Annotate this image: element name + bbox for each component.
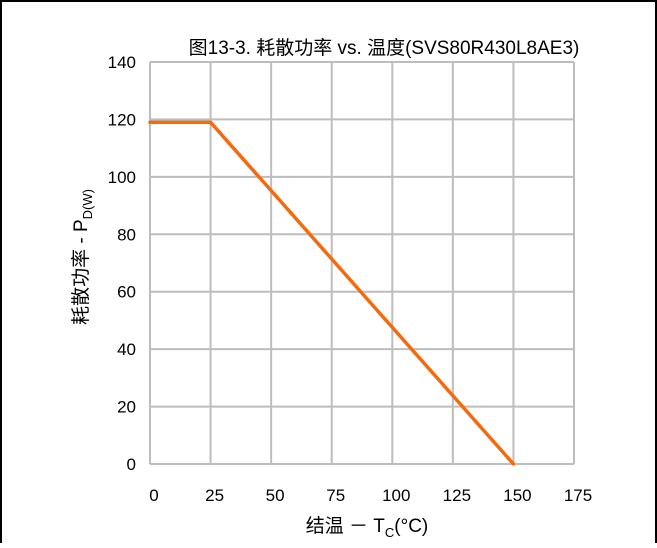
y-axis-label-subscript: D(W) xyxy=(80,189,95,219)
y-tick-label-140: 140 xyxy=(108,53,136,72)
y-tick-label-120: 120 xyxy=(108,110,136,129)
x-tick-label-50: 50 xyxy=(266,486,285,505)
y-tick-label-0: 0 xyxy=(127,455,136,474)
grid xyxy=(149,61,575,465)
x-axis-label: 结温 － TC(°C) xyxy=(306,515,429,540)
chart-title: 图13-3. 耗散功率 vs. 温度(SVS80R430L8AE3) xyxy=(189,37,580,59)
y-axis-label-main: 耗散功率 - P xyxy=(70,219,92,325)
x-tick-label-0: 0 xyxy=(149,486,158,505)
y-tick-label-40: 40 xyxy=(117,340,136,359)
y-tick-label-60: 60 xyxy=(117,283,136,302)
x-axis-label-unit: (°C) xyxy=(394,516,428,537)
x-tick-label-25: 25 xyxy=(205,486,224,505)
series-line-0 xyxy=(148,120,516,466)
y-tick-label-20: 20 xyxy=(117,398,136,417)
y-tick-label-100: 100 xyxy=(108,168,136,187)
y-tick-labels: 0 20 40 60 80 100 120 140 xyxy=(108,53,136,474)
series-group xyxy=(148,120,516,466)
x-axis-label-subscript: C xyxy=(385,525,394,540)
x-tick-label-75: 75 xyxy=(326,486,345,505)
y-axis-label: 耗散功率 - PD(W) xyxy=(70,189,95,325)
y-tick-label-80: 80 xyxy=(117,225,136,244)
x-axis-label-main: 结温 － T xyxy=(306,515,386,537)
x-tick-label-125: 125 xyxy=(443,486,471,505)
x-tick-label-150: 150 xyxy=(503,486,531,505)
x-tick-label-175: 175 xyxy=(564,486,592,505)
x-tick-labels: 0 25 50 75 100 125 150 175 xyxy=(149,486,592,505)
x-tick-label-100: 100 xyxy=(382,486,410,505)
